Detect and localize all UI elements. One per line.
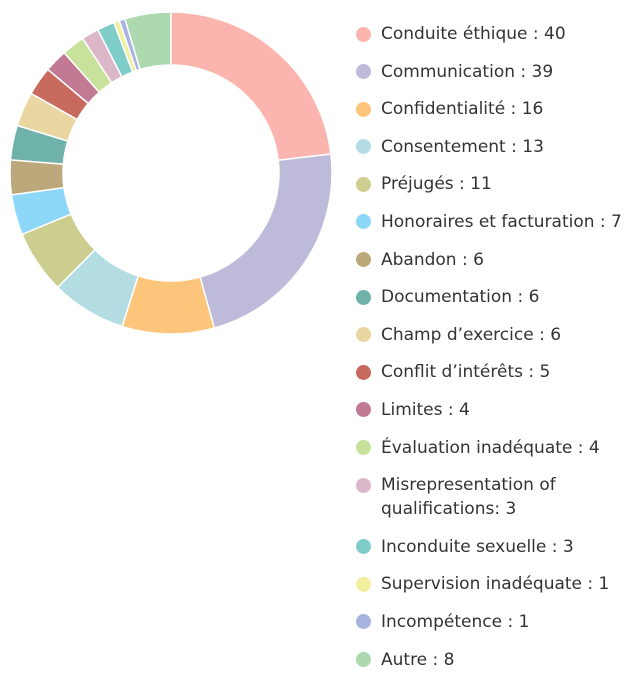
- legend-item: Consentement : 13: [356, 135, 640, 159]
- legend-swatch: [356, 289, 371, 305]
- donut: [9, 11, 333, 335]
- legend-swatch: [356, 652, 371, 667]
- legend-item: Confidentialité : 16: [356, 97, 640, 121]
- slice: [199, 153, 333, 329]
- legend-item: Incompétence : 1: [356, 610, 640, 634]
- legend-item: Documentation : 6: [356, 285, 640, 309]
- legend-swatch: [356, 214, 371, 230]
- slice: [123, 11, 172, 71]
- legend-swatch: [356, 26, 371, 42]
- legend-label: Limites : 4: [381, 399, 470, 420]
- legend-item: Inconduite sexuelle : 3: [356, 535, 640, 559]
- legend-swatch: [356, 614, 371, 630]
- legend-label: Préjugés : 11: [381, 174, 492, 195]
- legend-label: Supervision inadéquate : 1: [381, 574, 610, 595]
- legend-swatch: [356, 477, 371, 493]
- legend-swatch: [356, 440, 371, 456]
- legend-label: Évaluation inadéquate : 4: [381, 437, 600, 458]
- legend: Conduite éthique : 40 Communication : 39 C…: [356, 22, 640, 685]
- legend-swatch: [356, 64, 371, 80]
- legend-item: Préjugés : 11: [356, 172, 640, 196]
- legend-label: Conflit d’intérêts : 5: [381, 362, 551, 383]
- legend-item: Communication : 39: [356, 60, 640, 84]
- legend-swatch: [356, 101, 371, 117]
- legend-item: Conflit d’intérêts : 5: [356, 360, 640, 384]
- page: Conduite éthique : 40 Communication : 39 C…: [9, 11, 622, 670]
- legend-label: Champ d’exercice : 6: [381, 324, 562, 345]
- legend-item: Abandon : 6: [356, 248, 640, 272]
- legend-item: Champ d’exercice : 6: [356, 323, 640, 347]
- legend-label: Consentement : 13: [381, 136, 544, 157]
- legend-item: Évaluation inadéquate : 4: [356, 436, 640, 460]
- legend-label: Conduite éthique : 40: [381, 24, 566, 44]
- legend-item: Misrepresentation of qualifications: 3: [356, 473, 640, 521]
- legend-label: Abandon : 6: [381, 249, 484, 270]
- legend-swatch: [356, 252, 371, 268]
- slice: [170, 11, 332, 162]
- legend-item: Supervision inadéquate : 1: [356, 572, 640, 596]
- legend-swatch: [356, 139, 371, 155]
- legend-item: Autre : 8: [356, 648, 640, 672]
- legend-item: Conduite éthique : 40: [356, 22, 640, 46]
- legend-label: Honoraires et facturation : 7: [381, 211, 622, 232]
- legend-swatch: [356, 364, 371, 380]
- legend-label: Documentation : 6: [381, 287, 540, 308]
- legend-label: Inconduite sexuelle : 3: [381, 536, 574, 557]
- legend-swatch: [356, 402, 371, 418]
- legend-label: Communication : 39: [381, 61, 554, 82]
- legend-label: Incompétence : 1: [381, 611, 530, 632]
- legend-label: Confidentialité : 16: [381, 99, 544, 120]
- legend-swatch: [356, 327, 371, 343]
- legend-item: Honoraires et facturation : 7: [356, 210, 640, 234]
- legend-item: Limites : 4: [356, 398, 640, 422]
- legend-label: Autre : 8: [381, 649, 455, 670]
- legend-swatch: [356, 176, 371, 192]
- legend-swatch: [356, 539, 371, 555]
- legend-swatch: [356, 576, 371, 592]
- legend-label: Misrepresentation of qualifications: 3: [381, 475, 556, 520]
